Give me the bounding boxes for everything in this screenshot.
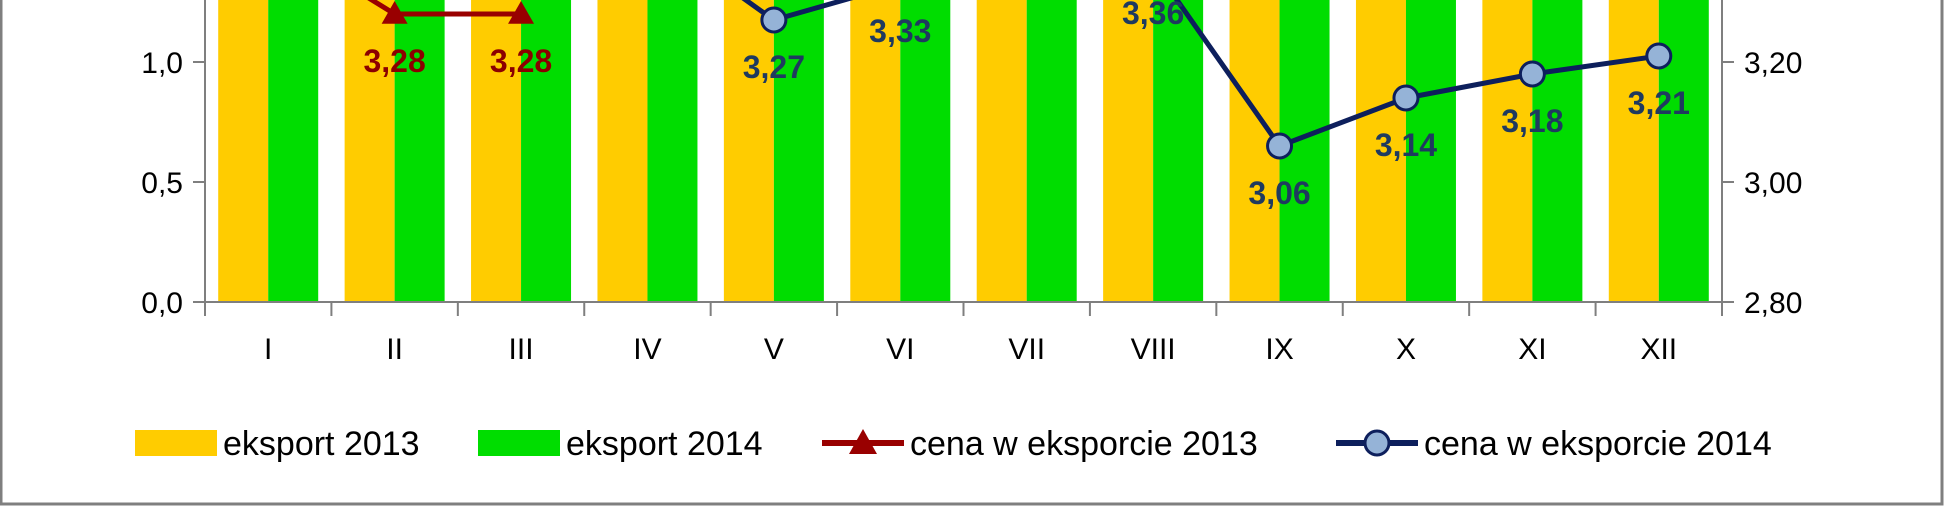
y-right-tick-label: 3,20: [1744, 47, 1802, 80]
data-label-price-2013-III: 3,28: [490, 43, 552, 79]
marker-price-2014-V: [760, 6, 788, 34]
legend-label-cena-2013: cena w eksporcie 2013: [910, 425, 1258, 463]
bar-2014-XI: [1532, 0, 1583, 302]
bar-2013-X: [1355, 0, 1406, 302]
labels-layer: 3,41 3,28 3,28 3,27 3,33 3,36 3,06 3,14 3,18 3,21: [237, 0, 1690, 211]
data-label-price-2013-I: 3,41: [237, 0, 299, 1]
x-tick-label-XII: XII: [1640, 333, 1677, 366]
x-tick-label-XI: XI: [1518, 333, 1546, 366]
x-tick-label-I: I: [264, 333, 272, 366]
y-right-tick-label: 3,00: [1744, 167, 1802, 200]
bar-2013-XI: [1482, 0, 1533, 302]
marker-price-2014-XI: [1518, 60, 1546, 88]
y-left-tick-label: 0,0: [141, 287, 183, 320]
x-tick-label-IV: IV: [633, 333, 661, 366]
x-tick-label-IX: IX: [1265, 333, 1293, 366]
legend-marker-cena-2014: [1363, 429, 1391, 457]
y-right-tick-label: 2,80: [1744, 287, 1802, 320]
x-tick-label-VI: VI: [886, 333, 914, 366]
y-left-tick-label: 1,0: [141, 47, 183, 80]
bar-2013-VII: [976, 0, 1027, 302]
lines-layer: [367, 0, 1673, 160]
marker-price-2013-II: [381, 1, 408, 24]
bar-2013-V: [723, 0, 774, 302]
line-price-2014: [741, 0, 1660, 149]
bar-2014-I: [268, 0, 319, 302]
y-left-tick-label: 0,5: [141, 167, 183, 200]
bar-2014-X: [1405, 0, 1456, 302]
bar-2014-III: [521, 0, 572, 302]
legend: eksport 2013 eksport 2014 cena w eksporcie…: [135, 425, 1772, 463]
bar-2013-VI: [850, 0, 901, 302]
bar-2014-V: [773, 0, 824, 302]
bar-2013-I: [218, 0, 269, 302]
legend-label-cena-2014: cena w eksporcie 2014: [1424, 425, 1772, 463]
data-label-price-2014-VI: 3,33: [869, 13, 931, 49]
x-tick-label-V: V: [764, 333, 784, 366]
marker-price-2014-XII: [1645, 42, 1673, 70]
bar-2013-III: [471, 0, 522, 302]
x-tick-label-VII: VII: [1008, 333, 1045, 366]
x-tick-label-X: X: [1396, 333, 1416, 366]
bar-2014-IV: [647, 0, 698, 302]
legend-swatch-eksport-2014: [478, 430, 560, 456]
data-label-price-2014-X: 3,14: [1375, 127, 1437, 163]
legend-marker-cena-2013: [849, 429, 877, 454]
bar-2014-VI: [900, 0, 951, 302]
bar-2013-VIII: [1103, 0, 1154, 302]
bar-2014-II: [394, 0, 445, 302]
bar-2013-IV: [597, 0, 648, 302]
legend-swatch-eksport-2013: [135, 430, 217, 456]
x-tick-label-VIII: VIII: [1131, 333, 1176, 366]
marker-price-2013-III: [508, 1, 535, 24]
marker-price-2014-IX: [1266, 132, 1294, 160]
marker-price-2014-X: [1392, 84, 1420, 112]
data-label-price-2014-XI: 3,18: [1501, 103, 1563, 139]
bar-2014-VII: [1026, 0, 1077, 302]
x-tick-label-II: II: [386, 333, 403, 366]
legend-label-eksport-2013: eksport 2013: [223, 425, 420, 463]
data-label-price-2014-V: 3,27: [743, 49, 805, 85]
data-label-price-2014-VIII: 3,36: [1122, 0, 1184, 31]
legend-label-eksport-2014: eksport 2014: [566, 425, 763, 463]
bar-2013-II: [344, 0, 395, 302]
x-tick-label-III: III: [509, 333, 534, 366]
axes-layer: I II III IV V VI VII VIII IX X XI XII0,00,51,02,803…: [141, 0, 1802, 366]
data-label-price-2014-XII: 3,21: [1628, 85, 1690, 121]
data-label-price-2014-IX: 3,06: [1248, 175, 1310, 211]
bars-layer: [218, 0, 1709, 302]
data-label-price-2013-II: 3,28: [363, 43, 425, 79]
bar-2014-VIII: [1153, 0, 1204, 302]
